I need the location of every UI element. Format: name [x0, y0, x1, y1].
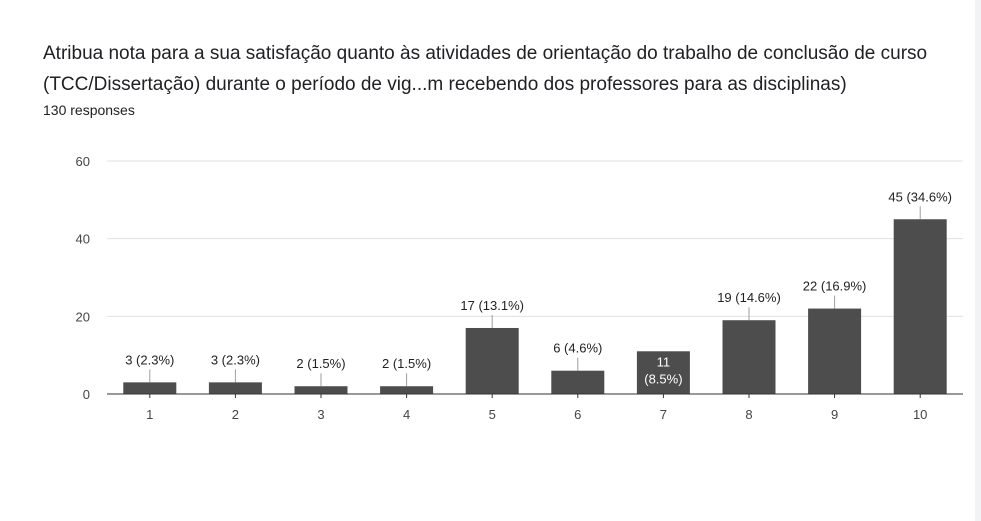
bar	[636, 351, 690, 394]
bar	[123, 382, 177, 394]
data-label: 19 (14.6%)	[717, 290, 781, 305]
data-label: (8.5%)	[644, 371, 682, 386]
bar	[551, 370, 605, 394]
x-tick-label: 7	[660, 407, 667, 422]
right-edge-shadow	[975, 0, 981, 521]
x-tick-label: 9	[831, 407, 838, 422]
bar	[380, 386, 434, 394]
y-tick-label: 60	[76, 154, 90, 169]
x-tick-label: 2	[232, 407, 239, 422]
response-count: 130 responses	[43, 102, 135, 118]
data-label: 2 (1.5%)	[382, 356, 431, 371]
x-tick-label: 3	[317, 407, 324, 422]
bar	[294, 386, 348, 394]
x-tick-label: 1	[146, 407, 153, 422]
data-label: 2 (1.5%)	[296, 356, 345, 371]
x-tick-label: 10	[913, 407, 927, 422]
x-tick-label: 5	[489, 407, 496, 422]
data-label: 17 (13.1%)	[460, 298, 524, 313]
bar	[893, 219, 947, 394]
question-title: Atribua nota para a sua satisfação quant…	[43, 43, 928, 95]
x-tick-label: 4	[403, 407, 410, 422]
y-tick-label: 0	[83, 387, 90, 402]
y-tick-label: 20	[76, 309, 90, 324]
bar	[808, 308, 862, 394]
y-tick-label: 40	[76, 232, 90, 247]
data-label: 45 (34.6%)	[888, 189, 952, 204]
bar	[722, 320, 776, 394]
bar	[208, 382, 262, 394]
data-label: 3 (2.3%)	[125, 352, 174, 367]
x-tick-label: 6	[574, 407, 581, 422]
data-label: 11	[657, 354, 671, 369]
data-label: 6 (4.6%)	[553, 341, 602, 356]
data-label: 22 (16.9%)	[803, 279, 867, 294]
x-tick-label: 8	[745, 407, 752, 422]
data-label: 3 (2.3%)	[211, 352, 260, 367]
bar	[465, 327, 519, 394]
